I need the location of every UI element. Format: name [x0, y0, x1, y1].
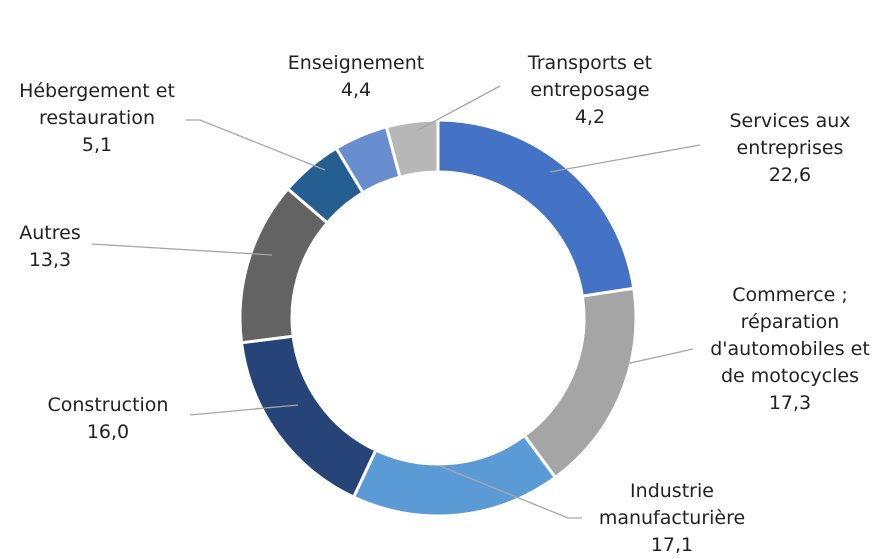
category-label: Enseignement [287, 52, 425, 74]
category-label: Hébergement et restauration [19, 80, 175, 129]
data-label: Construction 16,0 [23, 392, 193, 446]
donut-segment [239, 334, 378, 500]
donut-segment [238, 186, 330, 345]
data-label: Enseignement 4,4 [266, 50, 446, 104]
donut-segment [351, 433, 558, 518]
donut-segment [334, 125, 402, 195]
data-label: Hébergement et restauration 5,1 [7, 78, 187, 159]
category-label: Autres [19, 222, 81, 244]
leader-line [189, 404, 299, 416]
category-label: Transports et entreposage [527, 52, 653, 101]
leader-line [439, 465, 582, 519]
leader-line [91, 243, 273, 256]
donut-segment [436, 118, 636, 298]
value-label: 17,3 [768, 392, 812, 414]
leader-lines [91, 85, 701, 519]
data-label: Services aux entreprises 22,6 [705, 108, 875, 189]
data-label: Autres 13,3 [5, 220, 95, 274]
value-label: 4,4 [340, 79, 372, 101]
leader-line [417, 85, 501, 131]
category-label: Industrie manufacturière [598, 480, 746, 529]
value-label: 4,2 [574, 106, 606, 128]
leader-line [549, 144, 701, 173]
data-label: Transports et entreposage 4,2 [500, 50, 680, 131]
data-label: Industrie manufacturière 17,1 [577, 478, 767, 559]
category-label: Commerce ; réparation d'automobiles et d… [710, 284, 870, 387]
leader-line [589, 348, 694, 373]
category-label: Services aux entreprises [729, 110, 851, 159]
donut-segment [522, 286, 638, 480]
value-label: 5,1 [81, 134, 113, 156]
value-label: 13,3 [28, 249, 72, 271]
value-label: 22,6 [768, 164, 812, 186]
data-label: Commerce ; réparation d'automobiles et d… [700, 282, 880, 417]
leader-line [186, 119, 326, 171]
category-label: Construction [47, 394, 169, 416]
value-label: 17,1 [650, 534, 694, 556]
value-label: 16,0 [86, 421, 130, 443]
